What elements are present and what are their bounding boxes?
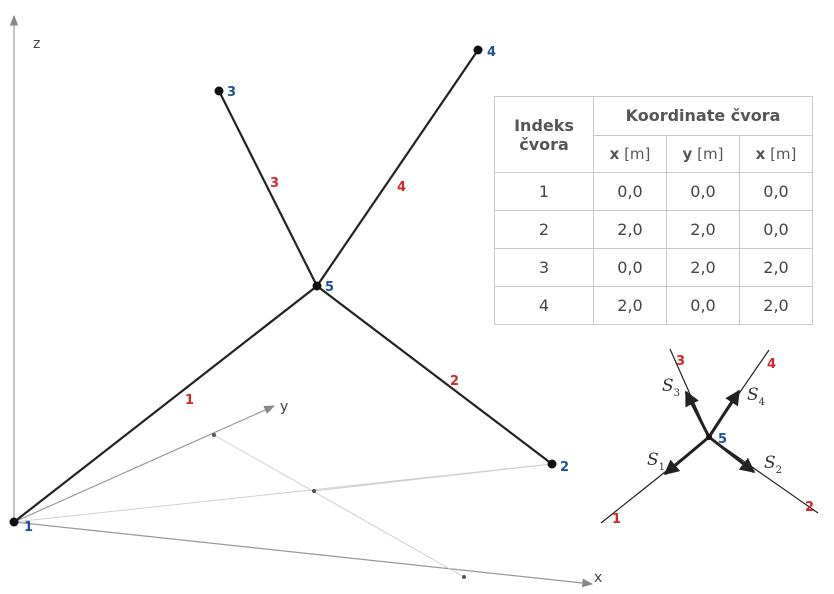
table-row: 2 2,0 2,0 0,0 (494, 210, 813, 249)
column-header: x [m] (593, 134, 667, 173)
table-cell: 0,0 (593, 172, 667, 211)
force-label-s2: S2 (764, 453, 782, 476)
force-label-s1: S1 (647, 450, 665, 473)
table-cell: 0,0 (666, 286, 740, 325)
table-cell: 0,0 (739, 210, 813, 249)
node-4 (473, 45, 483, 55)
y-axis (13, 405, 275, 523)
z-axis-label: z (33, 36, 40, 52)
detail-member-label-1: 1 (612, 512, 621, 527)
construction-guides (13, 434, 553, 578)
member-label-4: 4 (397, 180, 406, 195)
column-header: y [m] (666, 134, 740, 173)
detail-node-label: 5 (718, 432, 727, 447)
table-cell: 2,0 (739, 248, 813, 287)
member-label-1: 1 (185, 393, 194, 408)
node-label-2: 2 (560, 460, 569, 475)
node-label-4: 4 (487, 45, 496, 60)
table-cell: 2,0 (666, 210, 740, 249)
table-cell: 1 (494, 172, 594, 211)
table-row: 4 2,0 0,0 2,0 (494, 286, 813, 325)
table-cell: 2,0 (739, 286, 813, 325)
detail-member-label-4: 4 (767, 357, 776, 372)
member-3 (218, 90, 318, 287)
member-label-3: 3 (270, 176, 279, 191)
table-cell: 2 (494, 210, 594, 249)
member-label-2: 2 (450, 374, 459, 389)
guide-point (462, 575, 466, 579)
table-cell: 3 (494, 248, 594, 287)
table-cell: 2,0 (593, 210, 667, 249)
guide-point (212, 433, 216, 437)
node-coordinates-table: Indeks čvora Koordinate čvora x [m] y [m… (494, 96, 813, 325)
x-axis (13, 521, 594, 588)
node-label-1: 1 (24, 520, 33, 535)
table-cell: 0,0 (593, 248, 667, 287)
force-label-s3: S3 (662, 376, 680, 399)
node-3 (214, 86, 224, 96)
force-arrow-s1 (663, 435, 710, 476)
detail-node (706, 434, 712, 440)
detail-member-label-3: 3 (676, 354, 685, 369)
truss-nodes (9, 45, 557, 527)
index-header: Indeks čvora (494, 96, 594, 173)
column-header: x [m] (739, 134, 813, 173)
member-4 (316, 49, 479, 287)
table-row: 3 0,0 2,0 2,0 (494, 248, 813, 287)
coordinates-header: Koordinate čvora (593, 96, 813, 136)
detail-member-label-2: 2 (805, 500, 814, 515)
member-2 (316, 285, 553, 465)
node-5 (312, 281, 322, 291)
table-cell: 2,0 (666, 248, 740, 287)
truss-members (13, 49, 553, 523)
x-axis-label: x (594, 570, 602, 586)
table-cell: 0,0 (739, 172, 813, 211)
table-cell: 2,0 (593, 286, 667, 325)
guide-point (312, 489, 316, 493)
y-axis-label: y (280, 399, 288, 415)
table-row: 1 0,0 0,0 0,0 (494, 172, 813, 211)
node-label-5: 5 (325, 280, 334, 295)
table-cell: 4 (494, 286, 594, 325)
node-2 (547, 459, 557, 469)
table-cell: 0,0 (666, 172, 740, 211)
force-label-s4: S4 (747, 385, 765, 408)
force-arrow-s4 (707, 389, 741, 438)
node-label-3: 3 (227, 85, 236, 100)
node-detail: 5 1 2 3 4 S1 S2 S3 S4 (600, 348, 819, 527)
force-arrow-s3 (684, 390, 711, 438)
force-arrow-s2 (708, 435, 756, 474)
member-1 (13, 285, 318, 523)
node-1 (9, 517, 19, 527)
